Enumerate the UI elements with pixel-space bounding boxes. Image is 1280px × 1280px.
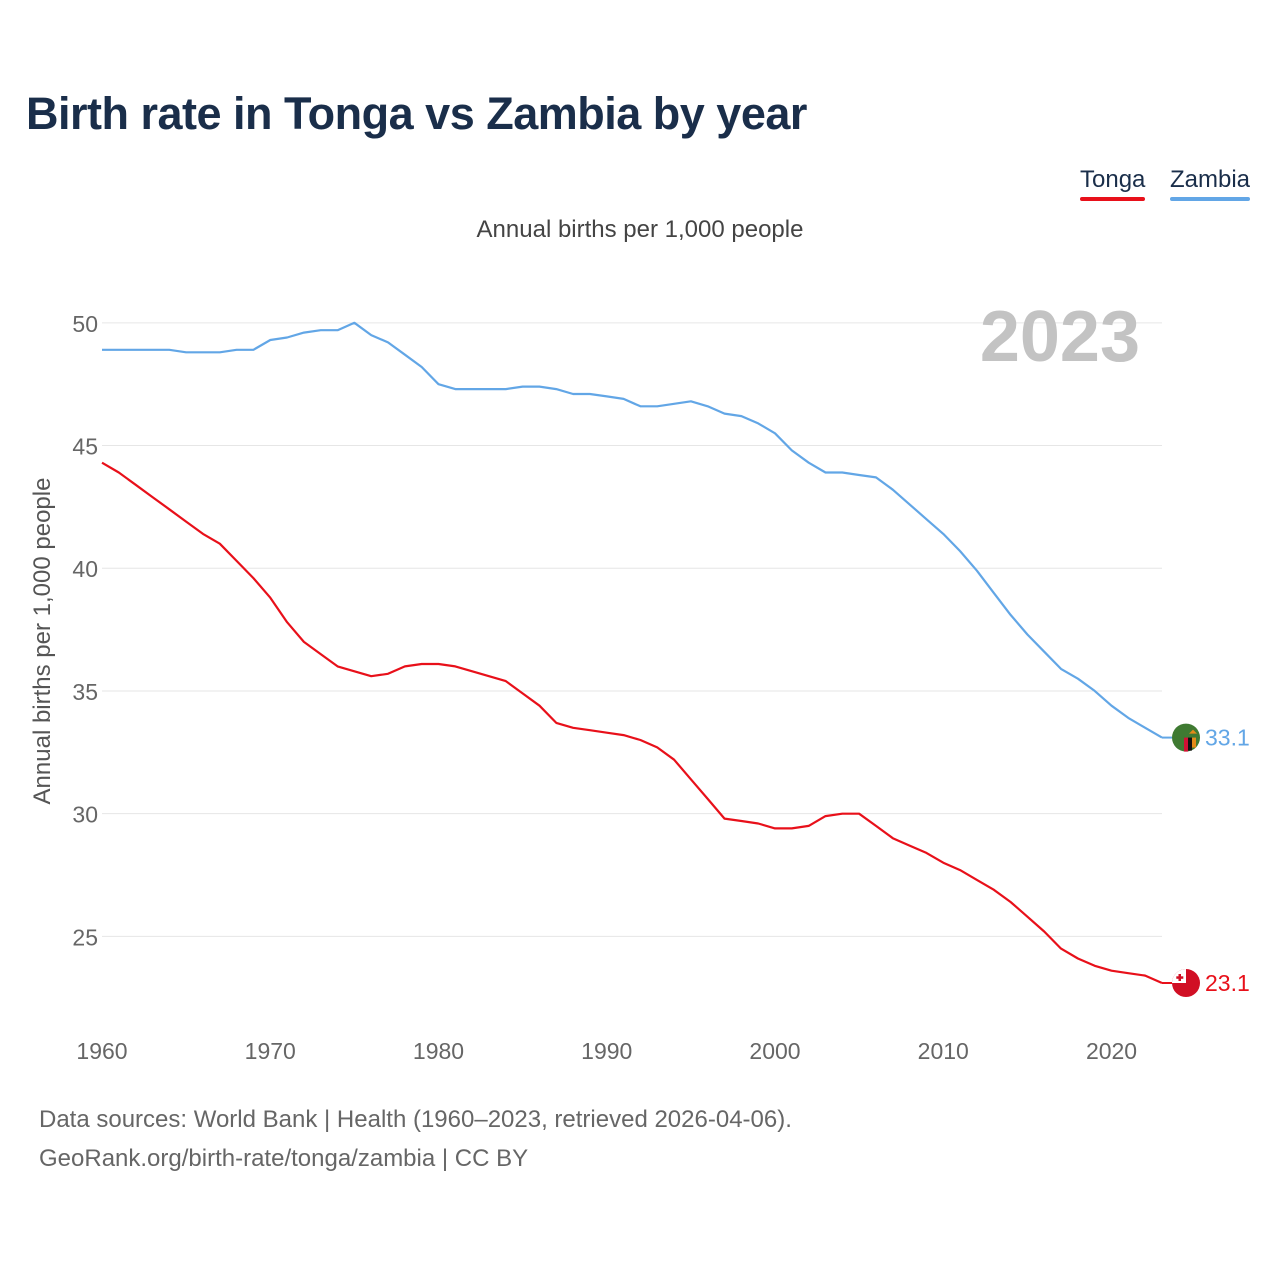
- x-tick-label: 1970: [245, 1038, 296, 1064]
- y-tick-label: 45: [72, 434, 98, 460]
- series-line-zambia[interactable]: [102, 321, 1163, 739]
- y-tick-label: 30: [72, 802, 98, 828]
- x-tick-label: 2000: [749, 1038, 800, 1064]
- y-tick-label: 40: [72, 556, 98, 582]
- y-tick-label: 25: [72, 924, 98, 950]
- axes: 25 30 35 40 45 50 1960 1970 1980 1990 2000 2010 2020: [72, 311, 1137, 1064]
- y-tick-label: 35: [72, 679, 98, 705]
- legend-swatch-zambia: [1170, 197, 1251, 201]
- end-value-label-tonga: 23.1: [1205, 970, 1250, 996]
- x-tick-label: 1990: [581, 1038, 632, 1064]
- x-tick-label: 1980: [413, 1038, 464, 1064]
- legend-label-tonga: Tonga: [1080, 166, 1146, 193]
- x-tick-label: 1960: [76, 1038, 127, 1064]
- source-note: Data sources: World Bank | Health (1960–…: [39, 1106, 792, 1133]
- end-markers: 23.1 33.1: [1162, 723, 1250, 998]
- chart-title: Birth rate in Tonga vs Zambia by year: [26, 88, 807, 139]
- legend-swatch-tonga: [1080, 197, 1146, 201]
- x-tick-label: 2010: [918, 1038, 969, 1064]
- x-tick-label: 2020: [1086, 1038, 1137, 1064]
- series: [101, 321, 1163, 985]
- grid-lines: [102, 322, 1162, 937]
- zambia-flag-icon: [1172, 723, 1200, 752]
- chart-subtitle: Annual births per 1,000 people: [476, 216, 804, 243]
- y-tick-label: 50: [72, 311, 98, 337]
- series-line-tonga[interactable]: [101, 461, 1163, 985]
- credit-note: GeoRank.org/birth-rate/tonga/zambia | CC…: [39, 1145, 529, 1172]
- y-axis-label: Annual births per 1,000 people: [29, 478, 56, 805]
- tonga-flag-icon: [1172, 969, 1200, 998]
- legend-label-zambia: Zambia: [1170, 166, 1251, 193]
- year-watermark: 2023: [980, 297, 1140, 377]
- legend-item-tonga[interactable]: Tonga: [1080, 166, 1146, 201]
- legend-item-zambia[interactable]: Zambia: [1170, 166, 1251, 201]
- end-value-label-zambia: 33.1: [1205, 725, 1250, 751]
